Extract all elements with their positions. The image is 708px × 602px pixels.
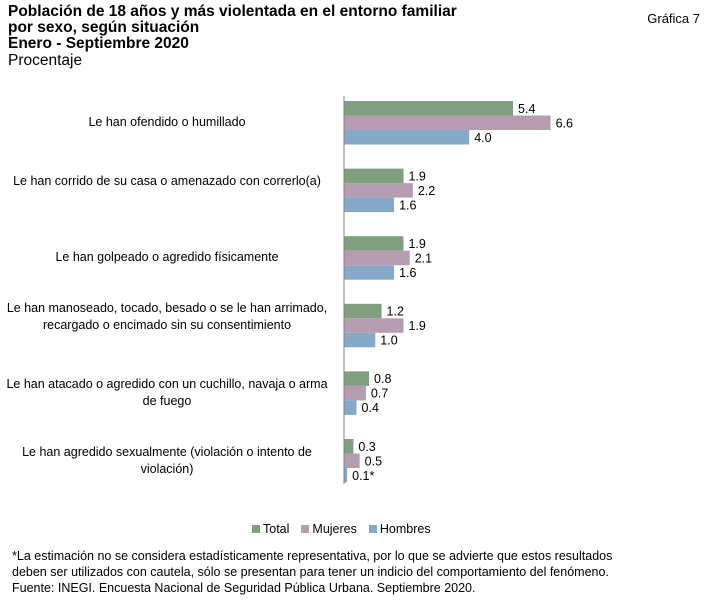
bar-total-0 [344,101,514,116]
bar-mujeres-1 [344,183,413,198]
category-label-5: Le han agredido sexualmente (violación o… [22,444,312,476]
data-label-mujeres-0: 6.6 [556,116,573,130]
data-label-mujeres-2: 2.1 [415,251,432,265]
chart-reference: Gráfica 7 [647,11,700,26]
bar-total-4 [344,371,370,386]
bar-mujeres-4 [344,385,366,401]
data-label-total-4: 0.8 [374,372,391,386]
bar-hombres-3 [344,332,376,348]
chart-title-line-1: Población de 18 años y más violentada en… [8,3,457,20]
bar-mujeres-5 [344,453,360,468]
legend: Total Mujeres Hombres [252,522,431,536]
legend-label-hombres: Hombres [379,522,431,536]
footnote-line-2: deben ser utilizados con cautela, sólo s… [12,565,609,579]
data-label-mujeres-4: 0.7 [371,387,388,401]
data-label-hombres-1: 1.6 [399,198,416,212]
category-label-4: Le han atacado o agredido con un cuchill… [6,377,328,409]
bar-hombres-4 [344,400,357,415]
category-label-2: Le han golpeado o agredido físicamente [55,250,279,265]
legend-label-total: Total [263,522,290,536]
category-label-1: Le han corrido de su casa o amenazado co… [13,174,321,189]
bar-hombres-0 [344,130,470,145]
data-label-hombres-3: 1.0 [380,334,397,348]
footnotes: *La estimación no se considera estadísti… [12,548,702,596]
data-label-hombres-2: 1.6 [399,266,416,280]
bar-hombres-2 [344,265,395,280]
data-label-hombres-4: 0.4 [362,401,379,415]
data-label-hombres-5: 0.1* [352,469,374,483]
chart-title-line-2: por sexo, según situación [8,19,200,36]
bar-hombres-5 [344,468,348,483]
bar-total-5 [344,439,354,454]
bar-mujeres-2 [344,250,410,266]
legend-swatch-mujeres [301,525,310,533]
data-label-mujeres-3: 1.9 [408,319,425,333]
category-label-3: Le han manoseado, tocado, besado o se le… [6,301,328,333]
legend-swatch-hombres [368,525,377,533]
data-label-total-3: 1.2 [387,305,404,319]
legend-label-mujeres: Mujeres [312,522,357,536]
data-label-total-1: 1.9 [408,169,425,183]
bar-total-1 [344,168,404,184]
data-label-total-0: 5.4 [518,102,535,116]
bar-total-3 [344,303,382,319]
chart-unit-label: Procentaje [8,52,83,69]
bar-total-2 [344,236,404,251]
legend-item-mujeres: Mujeres [301,522,357,536]
chart-title-block: Población de 18 años y más violentada en… [8,4,568,70]
bar-hombres-1 [344,197,395,213]
bar-mujeres-3 [344,318,404,333]
chart-title-line-3: Enero - Septiembre 2020 [8,35,189,52]
data-label-mujeres-5: 0.5 [365,454,382,468]
footnote-line-1: *La estimación no se considera estadísti… [12,549,613,563]
data-label-hombres-0: 4.0 [474,131,491,145]
bar-mujeres-0 [344,115,551,130]
category-label-0: Le han ofendido o humillado [88,115,246,130]
legend-swatch-total [252,525,260,533]
legend-item-total: Total [252,522,289,536]
legend-item-hombres: Hombres [368,522,431,536]
data-label-total-5: 0.3 [358,440,375,454]
data-label-mujeres-1: 2.2 [418,184,435,198]
footnote-source: Fuente: INEGI. Encuesta Nacional de Segu… [12,581,476,595]
data-label-total-2: 1.9 [408,237,425,251]
